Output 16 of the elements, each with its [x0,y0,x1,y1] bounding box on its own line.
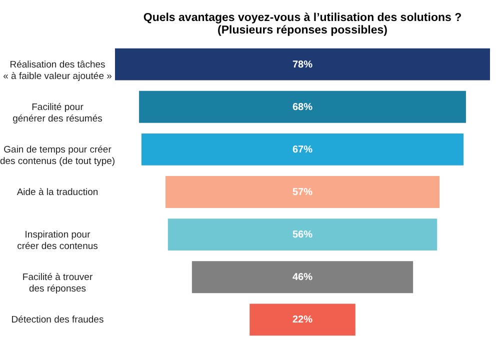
category-label: Aide à la traduction [16,187,98,198]
category-label: Facilité pour générer des résumés [12,102,103,124]
category-label: Inspiration pour créer des contenus [17,230,98,252]
category-label: Détection des fraudes [11,314,104,326]
text: Quels avantages voyez-vous à l’utilisation des solutions ? [143,12,462,24]
data-label: 22% [292,314,313,326]
category-label: Gain de temps pour créer des contenus (de tout type) [0,144,116,167]
data-label: 78% [292,59,313,70]
category-label: Facilité à trouver des réponses [22,272,93,295]
text: (Plusieurs réponses possibles) [217,24,388,36]
data-label: 57% [292,187,313,198]
category-label: Réalisation des tâches « à faible valeur ajoutée » [3,59,112,82]
data-label: 46% [292,272,313,284]
data-label: 68% [292,102,313,113]
data-label: 67% [292,144,313,156]
data-label: 56% [292,230,313,241]
